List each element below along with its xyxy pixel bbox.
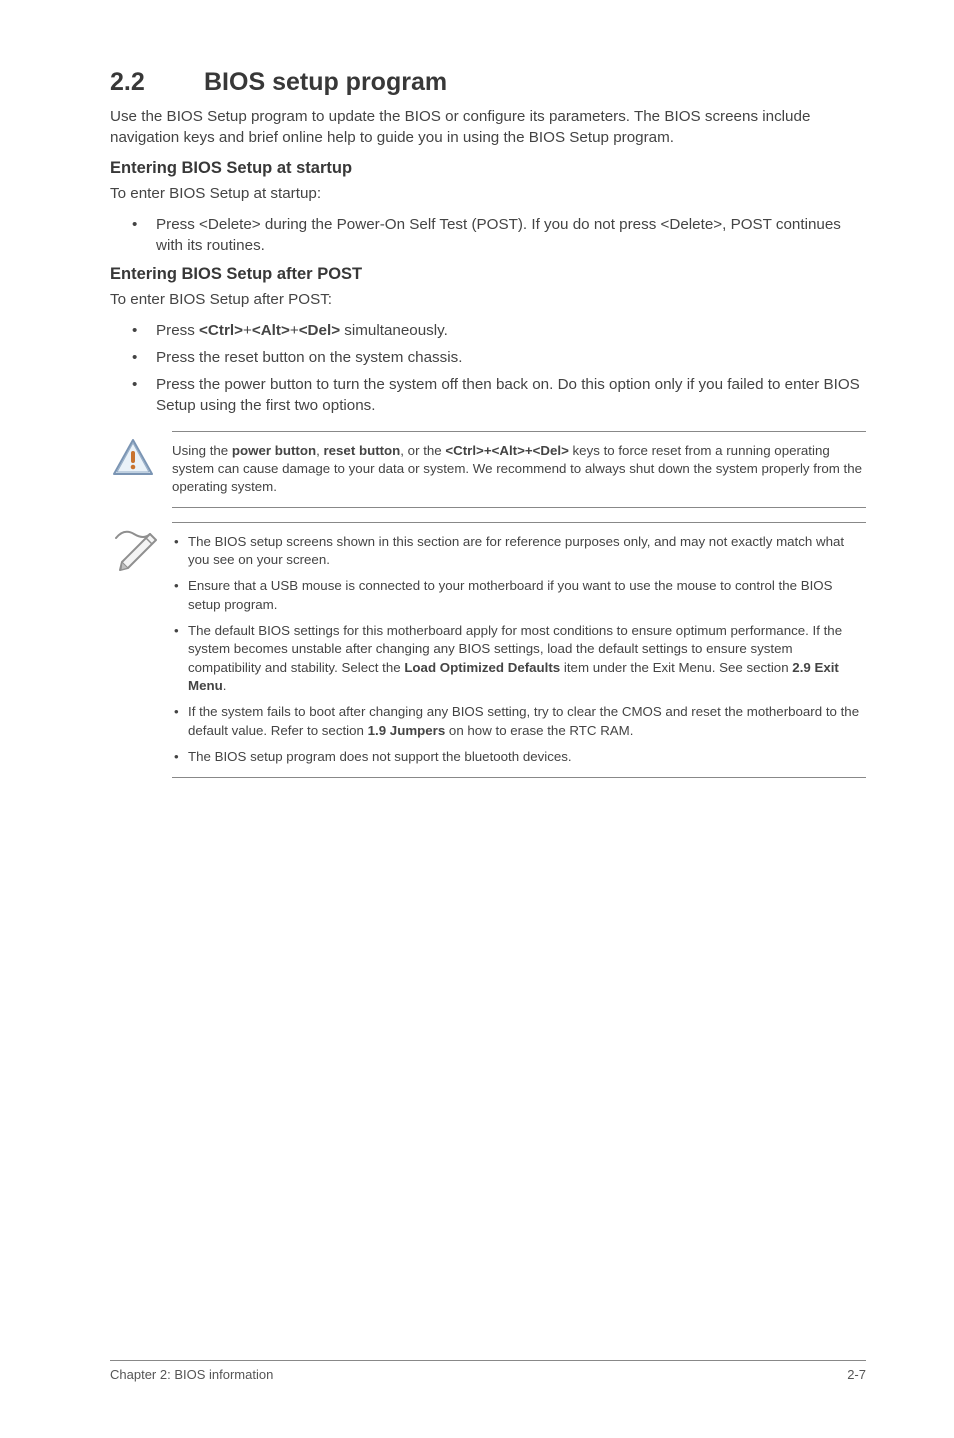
list-item: The default BIOS settings for this mothe… — [172, 622, 866, 695]
text-fragment: Press — [156, 322, 199, 339]
bold-fragment: reset button — [323, 443, 400, 458]
note-content: The BIOS setup screens shown in this sec… — [172, 522, 866, 778]
post-lead: To enter BIOS Setup after POST: — [110, 290, 866, 311]
page-footer: Chapter 2: BIOS information 2-7 — [110, 1360, 866, 1382]
text-fragment: simultaneously. — [340, 322, 448, 339]
section-title: BIOS setup program — [204, 68, 447, 96]
note-callout: The BIOS setup screens shown in this sec… — [110, 522, 866, 778]
text-fragment: on how to erase the RTC RAM. — [445, 723, 633, 738]
warning-content: Using the power button, reset button, or… — [172, 431, 866, 508]
footer-chapter: Chapter 2: BIOS information — [110, 1367, 273, 1382]
startup-lead: To enter BIOS Setup at startup: — [110, 184, 866, 205]
post-list: Press <Ctrl>+<Alt>+<Del> simultaneously.… — [110, 321, 866, 417]
key-label: <Alt> — [252, 322, 290, 339]
section-number: 2.2 — [110, 68, 204, 97]
note-list: The BIOS setup screens shown in this sec… — [172, 533, 866, 767]
bold-fragment: power button — [232, 443, 316, 458]
bold-fragment: <Ctrl>+<Alt>+<Del> — [445, 443, 568, 458]
text-fragment: + — [290, 322, 299, 339]
text-fragment: Using the — [172, 443, 232, 458]
text-fragment: . — [223, 678, 227, 693]
list-item: Press <Delete> during the Power-On Self … — [110, 215, 866, 257]
section-heading: 2.2BIOS setup program — [110, 68, 866, 97]
list-item: The BIOS setup program does not support … — [172, 748, 866, 766]
warning-text: Using the power button, reset button, or… — [172, 442, 866, 497]
list-item: The BIOS setup screens shown in this sec… — [172, 533, 866, 570]
startup-list: Press <Delete> during the Power-On Self … — [110, 215, 866, 257]
text-fragment: , or the — [400, 443, 445, 458]
key-label: <Ctrl> — [199, 322, 243, 339]
warning-triangle-icon — [110, 437, 156, 479]
list-item: If the system fails to boot after changi… — [172, 703, 866, 740]
text-fragment: + — [243, 322, 252, 339]
list-item: Press the power button to turn the syste… — [110, 375, 866, 417]
intro-paragraph: Use the BIOS Setup program to update the… — [110, 107, 866, 149]
warning-callout: Using the power button, reset button, or… — [110, 431, 866, 508]
subsection-title-post: Entering BIOS Setup after POST — [110, 265, 866, 284]
text-fragment: item under the Exit Menu. See section — [560, 660, 792, 675]
list-item: Ensure that a USB mouse is connected to … — [172, 577, 866, 614]
icon-cell — [110, 431, 172, 508]
key-label: <Del> — [299, 322, 340, 339]
icon-cell — [110, 522, 172, 778]
list-item: Press the reset button on the system cha… — [110, 348, 866, 369]
bold-fragment: 1.9 Jumpers — [368, 723, 446, 738]
list-item: Press <Ctrl>+<Alt>+<Del> simultaneously. — [110, 321, 866, 342]
subsection-title-startup: Entering BIOS Setup at startup — [110, 159, 866, 178]
footer-page-number: 2-7 — [847, 1367, 866, 1382]
bold-fragment: Load Optimized Defaults — [404, 660, 560, 675]
note-pencil-icon — [110, 528, 160, 574]
